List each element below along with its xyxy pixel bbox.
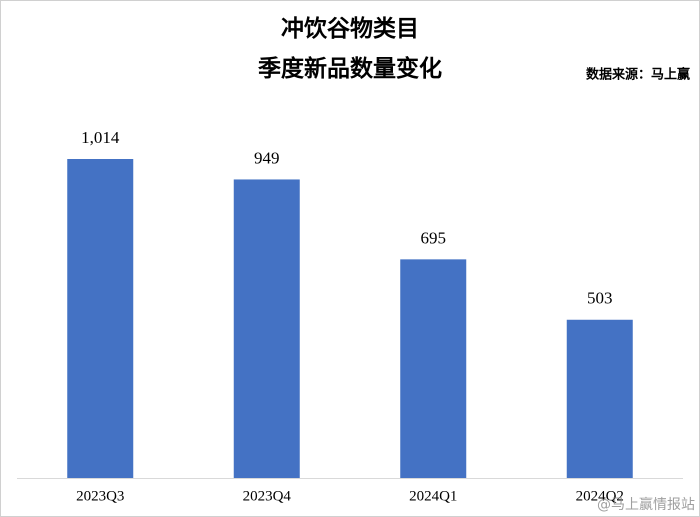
chart-subtitle: 季度新品数量变化 [258,55,442,82]
source-note: 数据来源：马上赢 [586,67,690,83]
value-label: 695 [421,228,447,247]
bar [400,259,467,478]
x-tick-label: 2024Q2 [576,488,624,504]
bar [566,319,633,478]
x-tick-label: 2024Q1 [409,488,457,504]
value-label: 1,014 [81,128,120,147]
bar [67,159,134,478]
x-tick-label: 2023Q3 [76,488,124,504]
value-label: 503 [587,289,613,308]
value-label: 949 [254,148,280,167]
watermark: @马上赢情报站 [597,496,695,513]
x-tick-label: 2023Q4 [243,488,292,504]
bar [233,179,300,478]
chart-title: 冲饮谷物类目 [281,15,419,42]
